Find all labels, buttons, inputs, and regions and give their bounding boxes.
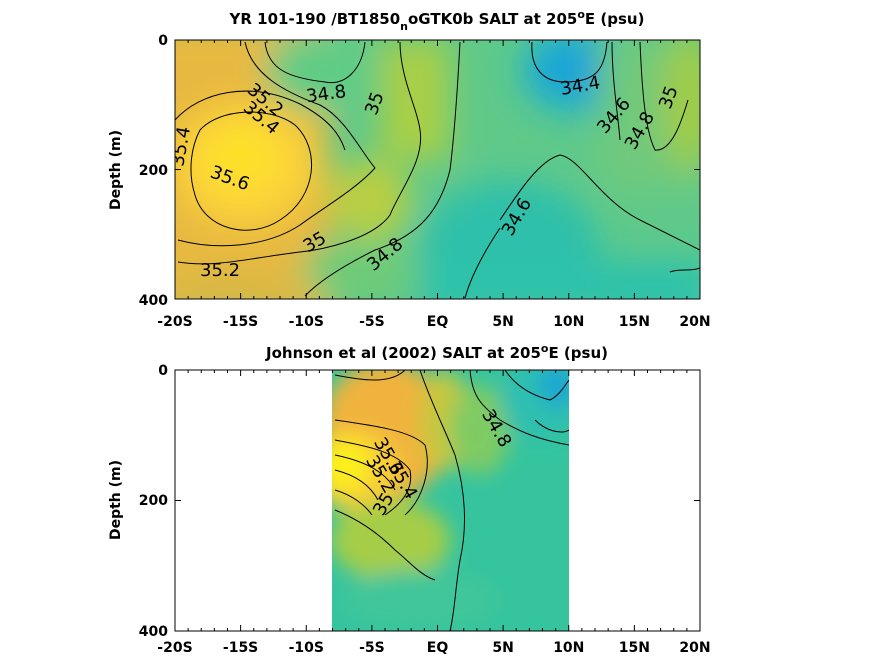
bottom-heatmap: 34.8 35.2 35.4 35.6 35 — [332, 370, 569, 631]
x-tick-label: 5N — [492, 314, 513, 330]
x-tick-label: -15S — [223, 640, 258, 656]
x-tick-label: 15N — [619, 314, 650, 330]
y-tick-label: 400 — [139, 624, 168, 640]
x-tick-label: -5S — [359, 314, 385, 330]
top-x-tick-labels: -20S -15S -10S -5S EQ 5N 10N 15N 20N — [157, 314, 710, 330]
y-tick-label: 200 — [139, 163, 168, 179]
top-heatmap: 35.2 35.4 35.4 34.8 35 35.6 35 34.8 35.2… — [175, 40, 700, 299]
x-tick-label: 10N — [553, 640, 584, 656]
y-tick-label: 400 — [139, 293, 168, 309]
bottom-contours — [334, 370, 569, 631]
x-tick-label: 15N — [619, 640, 650, 656]
bottom-panel-title: Johnson et al (2002) SALT at 205oE (psu) — [265, 342, 608, 362]
top-contours — [175, 41, 700, 299]
x-tick-label: 20N — [679, 640, 710, 656]
top-panel: YR 101-190 /BT1850noGTK0b SALT at 205oE … — [108, 8, 711, 330]
bottom-y-axis-label: Depth (m) — [108, 460, 124, 540]
top-panel-title: YR 101-190 /BT1850noGTK0b SALT at 205oE … — [229, 8, 645, 33]
x-tick-label: -10S — [289, 314, 324, 330]
contour-label: 35.2 — [200, 260, 240, 281]
x-tick-label: 10N — [553, 314, 584, 330]
x-tick-label: -20S — [157, 640, 192, 656]
x-tick-label: EQ — [427, 640, 449, 656]
bottom-y-tick-labels: 0 200 400 — [139, 363, 168, 640]
x-tick-label: 5N — [492, 640, 513, 656]
x-tick-label: -5S — [359, 640, 385, 656]
top-y-axis-label: Depth (m) — [108, 130, 124, 210]
x-tick-label: EQ — [427, 314, 449, 330]
y-tick-label: 200 — [139, 493, 168, 509]
y-tick-label: 0 — [158, 363, 168, 379]
x-tick-label: -20S — [157, 314, 192, 330]
y-tick-label: 0 — [158, 33, 168, 49]
top-y-tick-labels: 0 200 400 — [139, 33, 168, 309]
x-tick-label: -10S — [289, 640, 324, 656]
bottom-ticks — [174, 369, 701, 632]
bottom-panel: Johnson et al (2002) SALT at 205oE (psu) — [108, 342, 711, 656]
x-tick-label: -15S — [223, 314, 258, 330]
x-tick-label: 20N — [679, 314, 710, 330]
bottom-x-tick-labels: -20S -15S -10S -5S EQ 5N 10N 15N 20N — [157, 640, 710, 656]
top-ticks — [174, 39, 701, 300]
